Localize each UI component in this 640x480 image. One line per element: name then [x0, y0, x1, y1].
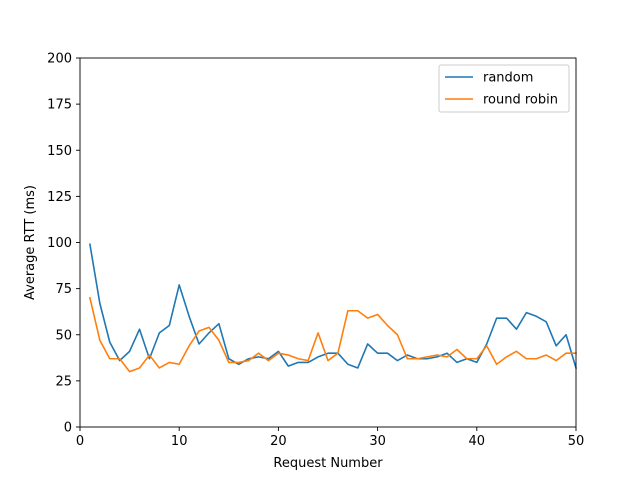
y-tick-label: 75: [55, 282, 72, 297]
y-tick-label: 100: [47, 236, 72, 251]
x-tick-label: 50: [568, 434, 585, 449]
series-line-round-robin: [88, 296, 577, 373]
x-tick-label: 30: [369, 434, 386, 449]
x-axis-ticks: 0 10 20 30 40 50: [76, 427, 584, 449]
legend-label: round robin: [483, 93, 558, 108]
legend-label: random: [483, 71, 533, 86]
y-axis-label: Average RTT (ms): [23, 185, 38, 300]
x-tick-label: 0: [76, 434, 84, 449]
plot-frame: [79, 57, 577, 428]
x-tick-label: 10: [171, 434, 188, 449]
series-line-random: [88, 243, 577, 369]
y-tick-label: 175: [47, 98, 72, 113]
y-tick-label: 25: [55, 374, 72, 389]
x-tick-label: 20: [270, 434, 287, 449]
y-axis-ticks: 0 25 50 75 100 125 150 175 200: [47, 52, 80, 436]
x-tick-label: 40: [469, 434, 486, 449]
y-tick-label: 0: [64, 421, 72, 436]
legend: random round robin: [438, 64, 570, 113]
x-axis-label: Request Number: [273, 456, 383, 471]
y-tick-label: 150: [47, 144, 72, 159]
plot-area: [79, 57, 577, 428]
y-tick-label: 50: [55, 328, 72, 343]
y-tick-label: 125: [47, 190, 72, 205]
y-tick-label: 200: [47, 52, 72, 67]
